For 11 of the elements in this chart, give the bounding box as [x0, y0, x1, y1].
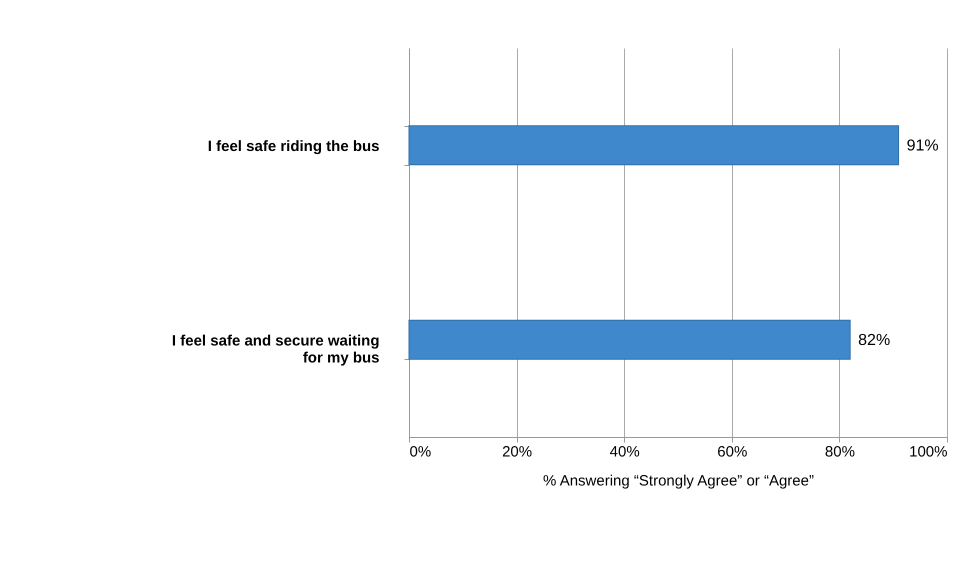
x-tick-label: 20%: [502, 444, 532, 460]
x-tick-label: 60%: [717, 444, 748, 460]
data-label: 91%: [906, 137, 939, 154]
data-label: 82%: [858, 332, 890, 349]
x-tick-label: 0%: [410, 444, 432, 460]
x-tick-label: 100%: [909, 444, 948, 460]
y-tick-label: I feel safe riding the bus: [208, 138, 380, 155]
x-tick-label: 80%: [824, 444, 855, 460]
y-tick-label: I feel safe and secure waiting for my bus: [172, 332, 380, 366]
x-axis-title: % Answering “Strongly Agree” or “Agree”: [543, 472, 814, 490]
x-tick-label: 40%: [610, 444, 640, 460]
